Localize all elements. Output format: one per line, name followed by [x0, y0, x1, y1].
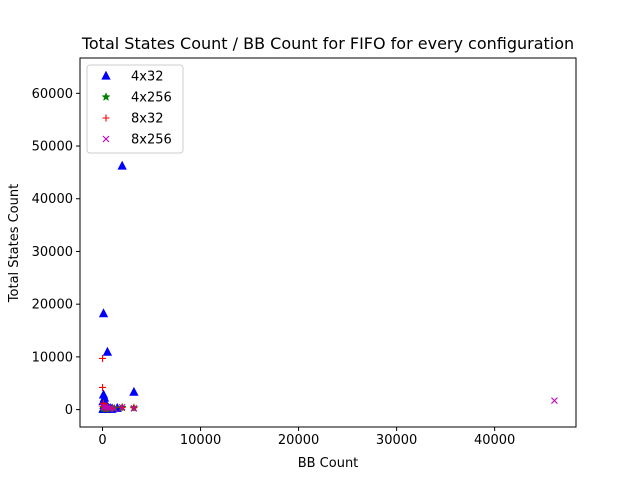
legend-marker	[102, 114, 110, 122]
y-axis: 0 10000 20000 30000 40000 50000 60000	[32, 87, 80, 418]
x-tick-label: 10000	[180, 433, 221, 448]
legend-box	[86, 64, 184, 154]
data-point	[99, 354, 107, 362]
data-point	[99, 383, 107, 391]
legend-label: 8x32	[131, 112, 164, 127]
legend-marker	[101, 92, 111, 101]
x-axis-label: BB Count	[298, 456, 359, 471]
x-tick-label: 0	[98, 433, 106, 448]
legend-marker	[102, 135, 110, 143]
y-tick-label: 0	[65, 403, 73, 418]
x-tick-label: 40000	[474, 433, 515, 448]
legend-entry-8x256: 8x256	[102, 133, 172, 148]
legend-label: 4x256	[131, 91, 172, 106]
data-markers	[98, 160, 558, 414]
legend: 4x32 4x256 8x32 8x256	[86, 64, 184, 154]
chart-title: Total States Count / BB Count for FIFO f…	[81, 34, 574, 53]
data-point	[110, 405, 118, 413]
legend-entry-4x32: 4x32	[101, 70, 164, 85]
y-tick-label: 50000	[32, 140, 73, 155]
y-axis-label: Total States Count	[7, 184, 22, 303]
x-tick-label: 30000	[376, 433, 417, 448]
x-tick-label: 20000	[278, 433, 319, 448]
y-tick-label: 60000	[32, 87, 73, 102]
data-point	[130, 404, 138, 412]
y-tick-label: 20000	[32, 298, 73, 313]
data-point	[551, 397, 558, 405]
data-point	[100, 403, 107, 411]
legend-marker	[101, 70, 111, 80]
legend-entry-8x32: 8x32	[102, 112, 164, 127]
data-point	[117, 160, 127, 170]
data-point	[129, 386, 139, 396]
y-tick-label: 40000	[32, 192, 73, 207]
legend-label: 8x256	[131, 133, 172, 148]
y-tick-label: 30000	[32, 245, 73, 260]
data-point	[102, 404, 109, 411]
legend-entry-4x256: 4x256	[101, 91, 172, 106]
x-axis: 0 10000 20000 30000 40000	[98, 427, 515, 448]
data-point	[98, 308, 109, 318]
series-8x256	[100, 397, 558, 413]
y-tick-label: 10000	[32, 350, 73, 365]
legend-label: 4x32	[131, 70, 164, 85]
data-point	[102, 346, 113, 356]
data-point	[118, 403, 126, 411]
